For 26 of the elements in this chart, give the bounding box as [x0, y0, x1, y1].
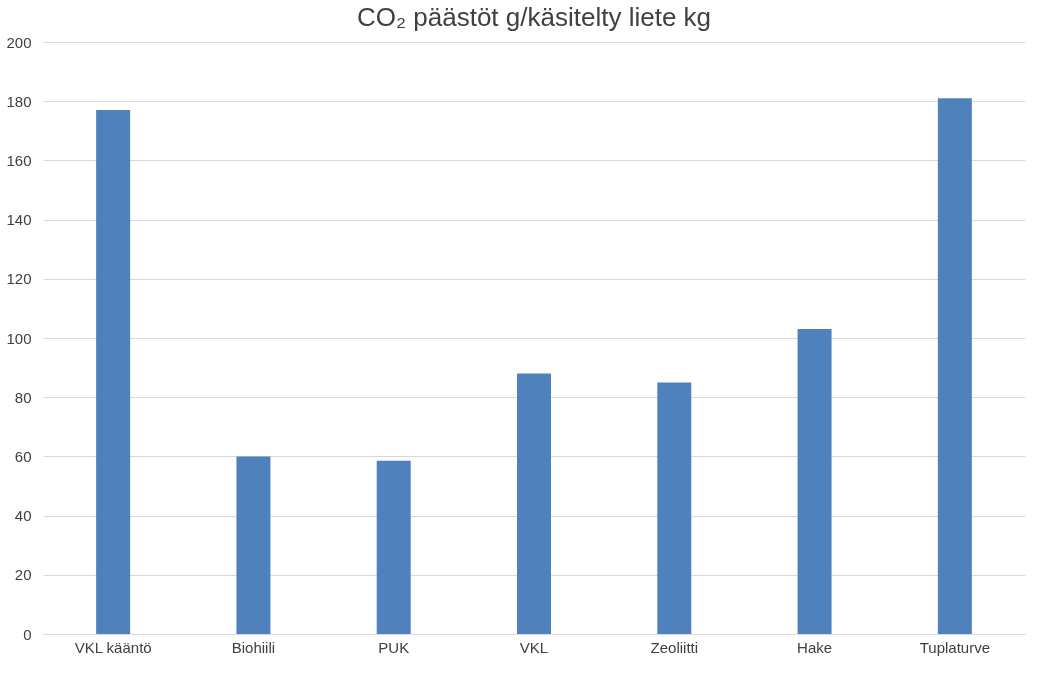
x-tick-label: Zeoliitti	[650, 638, 699, 656]
bar	[797, 329, 832, 634]
bar	[96, 110, 131, 634]
bar	[517, 373, 551, 634]
y-tick-label: 120	[6, 270, 32, 288]
y-tick-label: 140	[6, 211, 32, 229]
y-tick-label: 40	[14, 507, 32, 525]
y-tick-label: 60	[14, 447, 32, 465]
x-tick-label: Hake	[797, 638, 833, 656]
x-tick-label: VKL kääntö	[74, 638, 152, 656]
bar	[937, 98, 972, 634]
y-tick-label: 20	[14, 566, 32, 584]
y-tick-label: 80	[14, 388, 32, 406]
y-tick-label: 200	[6, 33, 32, 51]
x-tick-label: PUK	[378, 638, 410, 656]
y-tick-label: 100	[6, 329, 32, 347]
x-tick-label: VKL	[519, 638, 549, 656]
y-tick-label: 180	[6, 92, 32, 110]
y-tick-label: 0	[23, 625, 32, 643]
x-tick-label: Tuplaturve	[919, 638, 991, 656]
bar	[236, 456, 271, 634]
bar	[376, 460, 411, 634]
x-tick-label: Biohiili	[231, 638, 276, 656]
bar	[657, 382, 692, 634]
y-tick-label: 160	[6, 151, 32, 169]
chart-title: CO₂ päästöt g/käsitelty liete kg	[356, 2, 712, 32]
